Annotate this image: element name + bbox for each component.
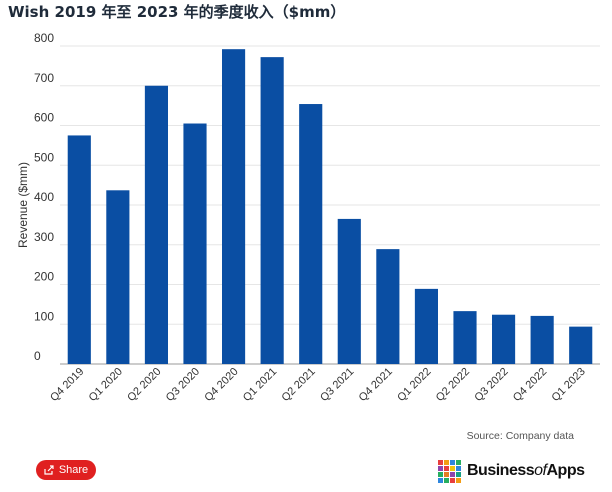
- y-axis-ticks: 0 100 200 300 400 500 600 700 800: [34, 31, 54, 363]
- brand-mark-icon: [438, 459, 461, 483]
- bar: [260, 57, 284, 364]
- bar: [530, 315, 554, 364]
- y-axis-title: Revenue ($mm): [16, 162, 30, 248]
- x-tick-label: Q4 2022: [511, 366, 549, 404]
- brand-name-part1: Business: [467, 462, 535, 479]
- share-label: Share: [58, 464, 89, 476]
- y-tick-label: 700: [34, 71, 54, 85]
- x-tick-label: Q4 2021: [357, 366, 395, 404]
- bars: [67, 49, 593, 365]
- bar: [222, 49, 246, 365]
- x-tick-label: Q1 2020: [87, 366, 125, 404]
- x-tick-label: Q2 2022: [434, 366, 472, 404]
- y-tick-label: 400: [34, 190, 54, 204]
- y-tick-label: 800: [34, 31, 54, 45]
- brand-name: BusinessofApps: [467, 462, 585, 480]
- bar: [183, 123, 207, 364]
- x-axis-ticks: Q4 2019 Q1 2020 Q2 2020 Q3 2020 Q4 2020 Q1 20…: [48, 366, 588, 404]
- bar: [299, 104, 323, 364]
- bar-chart: 0 100 200 300 400 500 600 700 800 Q4 2019 Q1 2020…: [16, 31, 600, 404]
- y-tick-label: 0: [34, 349, 41, 363]
- x-tick-label: Q1 2023: [550, 366, 588, 404]
- chart-title: Wish 2019 年至 2023 年的季度收入（$mm）: [8, 3, 346, 21]
- y-tick-label: 300: [34, 230, 54, 244]
- share-button[interactable]: Share: [36, 460, 96, 480]
- x-tick-label: Q1 2021: [241, 366, 279, 404]
- bar: [492, 314, 516, 364]
- bar: [376, 249, 400, 364]
- bar: [453, 311, 477, 364]
- x-tick-label: Q3 2020: [164, 366, 202, 404]
- x-tick-label: Q4 2019: [48, 366, 86, 404]
- share-icon: [44, 465, 54, 475]
- brand-name-part2: of: [534, 462, 547, 479]
- bar: [337, 218, 361, 364]
- brand-logo[interactable]: BusinessofApps: [438, 457, 585, 485]
- bar: [144, 85, 168, 364]
- bar: [569, 326, 593, 364]
- brand-name-part3: Apps: [546, 462, 585, 479]
- bar: [414, 288, 438, 364]
- y-tick-label: 600: [34, 111, 54, 125]
- y-tick-label: 200: [34, 270, 54, 284]
- x-tick-label: Q4 2020: [202, 366, 240, 404]
- x-tick-label: Q1 2022: [395, 366, 433, 404]
- x-tick-label: Q2 2021: [280, 366, 318, 404]
- x-tick-label: Q2 2020: [125, 366, 163, 404]
- x-tick-label: Q3 2021: [318, 366, 356, 404]
- grid-lines: [60, 45, 600, 365]
- bar: [106, 190, 130, 364]
- y-tick-label: 500: [34, 150, 54, 164]
- y-tick-label: 100: [34, 309, 54, 323]
- bar: [67, 135, 91, 364]
- source-note: Source: Company data: [466, 430, 574, 442]
- x-tick-label: Q3 2022: [472, 366, 510, 404]
